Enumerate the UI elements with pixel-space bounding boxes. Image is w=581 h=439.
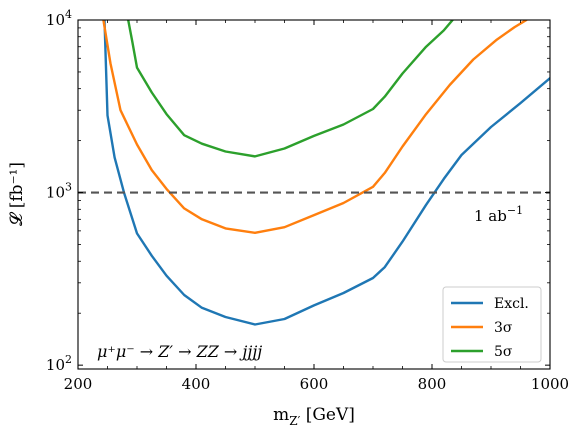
series-layer	[102, 20, 550, 326]
series-line-0	[103, 20, 550, 326]
y-tick-label: 104	[46, 8, 72, 29]
y-axis-label: 𝓛 [fb⁻¹]	[7, 162, 27, 226]
legend-box	[442, 286, 542, 363]
x-axis-label-subscript: Z′	[289, 414, 300, 428]
reference-line-label: 1 ab−1	[474, 204, 523, 225]
x-tick-label: 200	[64, 375, 93, 393]
y-tick-label: 103	[46, 181, 72, 202]
legend-label-2: 5σ	[494, 344, 513, 360]
x-tick-label: 600	[300, 375, 329, 393]
series-line-2	[126, 20, 454, 158]
legend: Excl. 3σ 5σ	[442, 286, 542, 363]
x-tick-label: 400	[182, 375, 211, 393]
y-tick-label: 102	[46, 353, 72, 374]
series-line-1	[102, 20, 528, 234]
legend-entries: Excl. 3σ 5σ	[451, 296, 529, 360]
x-tick-label: 800	[418, 375, 447, 393]
x-tick-label: 1000	[531, 375, 569, 393]
legend-label-1: 3σ	[494, 320, 513, 336]
annotation-text: μ⁺μ⁻ → Z′ → ZZ → jjjj	[97, 342, 262, 361]
x-axis-label: mZ′ [GeV]	[273, 405, 355, 428]
legend-label-0: Excl.	[494, 296, 529, 312]
tick-layer: 200 400 600 800 1000 102 103 104	[46, 8, 569, 393]
